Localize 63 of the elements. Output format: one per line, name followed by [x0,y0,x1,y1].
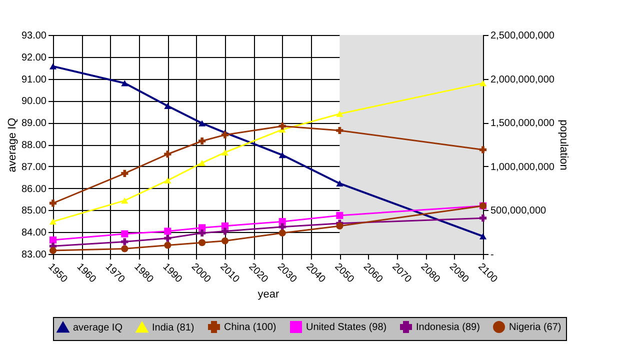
legend-label: Indonesia (89) [416,322,480,333]
point [221,131,229,138]
point [164,102,172,110]
point [336,180,344,187]
y-tick-label: 86.00 [21,184,47,195]
point [164,228,172,235]
point [336,126,344,134]
y-axis-title: average IQ [6,117,18,172]
point [336,212,344,219]
point [221,149,229,156]
y-tick-label: 83.00 [21,250,47,260]
point [121,245,128,252]
y2-axis-title: population [557,120,570,170]
point [198,239,206,246]
y-tick-label: 85.00 [21,206,47,217]
point [479,233,487,240]
y2-tick-label: 2,000,000,000 [490,74,555,86]
legend-label: Nigeria (67) [509,322,562,333]
point [336,222,344,230]
point [198,120,206,126]
point [479,214,487,222]
y2-tick-label: 1,000,000,000 [490,162,555,173]
y2-tick-label: 2,500,000,000 [490,30,555,42]
point [121,80,128,86]
y-tick-label: 89.00 [21,118,47,130]
point [164,234,172,242]
y-tick-label: 90.00 [21,96,47,108]
y-tick-label: 91.00 [21,74,47,86]
point [336,110,344,117]
legend-label: United States (98) [306,322,387,333]
legend-label: average IQ [73,322,123,334]
point [278,152,286,158]
point [164,150,172,158]
point [278,122,286,130]
x-axis-title: year [258,288,280,300]
point [121,238,128,246]
y-tick-label: 84.00 [21,228,47,239]
point [221,237,229,244]
legend-label: India (81) [152,322,194,334]
point [278,229,286,237]
point [164,177,172,184]
point [49,200,57,207]
y2-tick-label: - [490,250,494,260]
point [121,198,128,204]
point [49,63,57,70]
point [278,218,286,226]
y2-tick-label: 1,500,000,000 [490,118,555,130]
point [121,170,128,177]
point [198,160,206,166]
point [198,137,206,145]
point [221,228,229,235]
point [198,229,206,237]
point [49,236,57,244]
legend-label: China (100) [224,322,276,333]
y-tick-label: 87.00 [21,162,47,173]
point [164,242,172,249]
point [479,146,487,154]
y-tick-label: 92.00 [21,52,47,64]
point [121,230,128,238]
y-tick-label: 93.00 [21,30,47,42]
y-tick-label: 88.00 [21,140,47,151]
point [49,218,57,225]
y2-tick-label: 500,000,000 [490,206,547,217]
